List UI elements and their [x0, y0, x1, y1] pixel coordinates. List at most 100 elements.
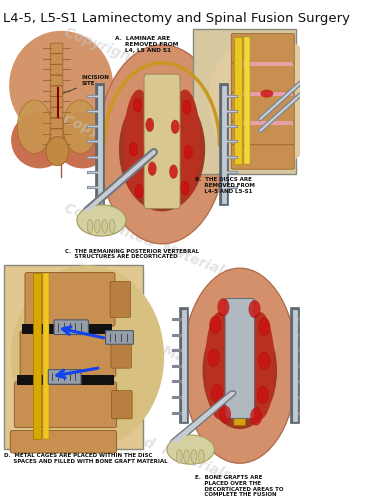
Bar	[22, 324, 112, 334]
FancyBboxPatch shape	[50, 118, 63, 128]
Text: L4-5, L5-S1 Laminectomy and Spinal Fusion Surgery: L4-5, L5-S1 Laminectomy and Spinal Fusio…	[3, 12, 350, 24]
Ellipse shape	[129, 142, 138, 156]
FancyBboxPatch shape	[112, 390, 132, 419]
FancyBboxPatch shape	[155, 89, 169, 124]
Text: Copyrighted  Materials.: Copyrighted Materials.	[61, 113, 239, 189]
Bar	[193, 30, 296, 174]
FancyBboxPatch shape	[234, 350, 246, 384]
Ellipse shape	[250, 408, 262, 425]
FancyBboxPatch shape	[50, 64, 63, 75]
Bar	[17, 376, 114, 385]
Ellipse shape	[98, 45, 226, 244]
Text: Copyrighted  Materials.: Copyrighted Materials.	[62, 26, 238, 107]
Bar	[234, 62, 293, 66]
Ellipse shape	[211, 384, 223, 402]
FancyBboxPatch shape	[50, 140, 63, 150]
Text: Copyrighted  Materials.: Copyrighted Materials.	[62, 403, 238, 484]
Ellipse shape	[146, 118, 154, 132]
FancyBboxPatch shape	[50, 86, 63, 97]
FancyBboxPatch shape	[105, 330, 133, 344]
Ellipse shape	[209, 316, 221, 334]
Text: B.  THE DISCS ARE
     REMOVED FROM
     L4-5 AND L5-S1: B. THE DISCS ARE REMOVED FROM L4-5 AND L…	[195, 178, 255, 194]
FancyBboxPatch shape	[50, 54, 63, 64]
Text: C.  THE REMAINING POSTERIOR VERTEBRAL
     STRUCTURES ARE DECORTICATED: C. THE REMAINING POSTERIOR VERTEBRAL STR…	[66, 248, 199, 260]
FancyBboxPatch shape	[20, 331, 116, 377]
Ellipse shape	[246, 312, 274, 420]
Ellipse shape	[11, 266, 164, 448]
Bar	[234, 92, 293, 96]
Ellipse shape	[184, 450, 190, 463]
Ellipse shape	[77, 205, 126, 236]
FancyBboxPatch shape	[231, 122, 294, 146]
FancyBboxPatch shape	[50, 129, 63, 140]
FancyBboxPatch shape	[10, 430, 117, 453]
Ellipse shape	[9, 31, 113, 140]
FancyBboxPatch shape	[48, 370, 81, 384]
Ellipse shape	[205, 312, 234, 420]
Bar	[4, 266, 143, 448]
Ellipse shape	[219, 406, 231, 423]
Text: Copyrighted  Materials.: Copyrighted Materials.	[61, 308, 239, 384]
Ellipse shape	[198, 450, 204, 463]
Ellipse shape	[259, 352, 270, 370]
Ellipse shape	[46, 136, 69, 166]
FancyBboxPatch shape	[50, 96, 63, 107]
Ellipse shape	[124, 90, 155, 199]
Ellipse shape	[259, 318, 270, 336]
Text: INCISION
SITE: INCISION SITE	[63, 75, 110, 94]
FancyBboxPatch shape	[111, 340, 131, 368]
Ellipse shape	[135, 184, 143, 198]
Ellipse shape	[148, 162, 156, 175]
FancyBboxPatch shape	[25, 272, 115, 326]
FancyBboxPatch shape	[144, 74, 180, 208]
FancyBboxPatch shape	[225, 298, 254, 418]
FancyBboxPatch shape	[155, 168, 169, 202]
FancyBboxPatch shape	[14, 382, 117, 428]
Ellipse shape	[249, 300, 260, 318]
Text: E.  BONE GRAFTS ARE
     PLACED OVER THE
     DECORTICATED AREAS TO
     COMPLET: E. BONE GRAFTS ARE PLACED OVER THE DECOR…	[195, 475, 283, 498]
Text: A.  LAMINAE ARE
     REMOVED FROM
     L4, L5 AND S1: A. LAMINAE ARE REMOVED FROM L4, L5 AND S…	[115, 36, 178, 52]
Bar	[234, 121, 293, 125]
Ellipse shape	[171, 120, 179, 134]
Ellipse shape	[54, 112, 111, 168]
Ellipse shape	[11, 112, 68, 168]
Bar	[33, 273, 41, 439]
FancyBboxPatch shape	[234, 392, 246, 426]
Bar	[234, 37, 242, 164]
FancyBboxPatch shape	[231, 145, 294, 169]
Ellipse shape	[133, 98, 142, 112]
Ellipse shape	[183, 268, 297, 463]
FancyBboxPatch shape	[231, 63, 294, 93]
FancyBboxPatch shape	[110, 282, 131, 318]
Ellipse shape	[94, 220, 100, 233]
Ellipse shape	[87, 220, 93, 233]
Ellipse shape	[209, 33, 322, 170]
Text: Copyrighted  Materials.: Copyrighted Materials.	[62, 201, 238, 283]
Ellipse shape	[119, 87, 205, 212]
Ellipse shape	[184, 146, 193, 159]
Ellipse shape	[218, 298, 229, 316]
FancyBboxPatch shape	[50, 76, 63, 86]
FancyBboxPatch shape	[234, 311, 246, 344]
FancyBboxPatch shape	[50, 108, 63, 118]
Ellipse shape	[183, 100, 191, 114]
FancyBboxPatch shape	[50, 43, 63, 54]
Ellipse shape	[202, 312, 277, 429]
Ellipse shape	[169, 165, 178, 178]
Ellipse shape	[191, 450, 197, 463]
Ellipse shape	[109, 220, 115, 233]
Ellipse shape	[260, 90, 273, 98]
FancyBboxPatch shape	[231, 92, 294, 122]
Bar	[42, 273, 49, 439]
Ellipse shape	[102, 220, 108, 233]
FancyBboxPatch shape	[54, 320, 89, 334]
Ellipse shape	[176, 450, 182, 463]
FancyBboxPatch shape	[231, 34, 294, 64]
FancyBboxPatch shape	[155, 128, 169, 162]
Ellipse shape	[169, 90, 201, 199]
Ellipse shape	[167, 435, 214, 464]
Ellipse shape	[63, 100, 97, 154]
Ellipse shape	[17, 100, 52, 154]
Ellipse shape	[208, 349, 219, 366]
Text: D.  METAL CAGES ARE PLACED WITHIN THE DISC
     SPACES AND FILLED WITH BONE GRAF: D. METAL CAGES ARE PLACED WITHIN THE DIS…	[4, 454, 168, 464]
